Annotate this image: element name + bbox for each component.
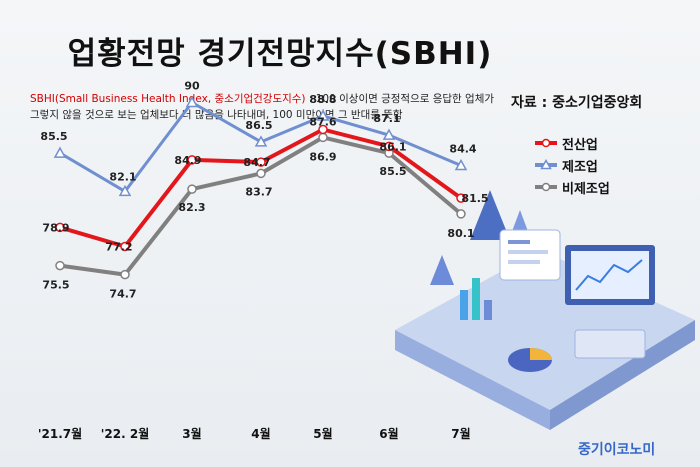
marker-all (256, 157, 266, 167)
value-label-non-manufacturing: 75.5 (42, 279, 69, 292)
value-label-all: 81.5 (461, 192, 488, 205)
value-label-all: 78.9 (42, 221, 69, 234)
value-label-manufacturing: 85.5 (40, 130, 67, 143)
legend-label-all: 전산업 (562, 137, 598, 153)
source-label: 자료 : 중소기업중앙회 (511, 95, 643, 111)
marker-non-manufacturing (187, 184, 197, 194)
value-label-manufacturing: 82.1 (109, 170, 136, 183)
x-axis-label: '21.7월 (38, 426, 82, 441)
value-label-manufacturing: 88.8 (309, 93, 336, 106)
marker-non-manufacturing (55, 260, 65, 271)
x-axis-label: 7월 (451, 426, 470, 441)
legend-swatch-non-manufacturing (535, 182, 557, 192)
marker-all (187, 155, 197, 165)
marker-non-manufacturing (456, 209, 466, 219)
x-axis-label: 4월 (251, 426, 270, 441)
marker-all (456, 193, 466, 203)
description-highlight: SBHI(Small Business Health Index, 중소기업건강… (30, 93, 306, 105)
value-label-non-manufacturing: 86.9 (309, 150, 336, 163)
x-axis-label: 5월 (313, 426, 332, 441)
legend-label-non-manufacturing: 비제조업 (562, 181, 610, 197)
series-markers (53, 95, 468, 280)
legend-item-non-manufacturing: 비제조업 (534, 176, 610, 198)
value-label-all: 84.7 (243, 156, 270, 169)
value-label-non-manufacturing: 74.7 (109, 288, 136, 301)
legend-swatch-all (535, 138, 557, 148)
marker-all (55, 222, 65, 233)
value-label-manufacturing: 84.4 (449, 143, 476, 156)
business-illustration (395, 190, 695, 430)
marker-manufacturing (454, 158, 468, 171)
legend-label-manufacturing: 제조업 (562, 159, 598, 175)
marker-all (318, 124, 328, 135)
marker-all (384, 141, 394, 152)
marker-manufacturing (53, 146, 67, 158)
value-labels: 85.5 82.1 90 86.5 88.8 87.1 84.4 78.9 77.2 84.9 84… (40, 80, 488, 301)
value-label-all: 84.9 (174, 154, 201, 167)
legend-swatch-manufacturing (535, 159, 557, 170)
marker-manufacturing (382, 128, 396, 140)
value-label-non-manufacturing: 83.7 (245, 185, 272, 198)
value-label-non-manufacturing: 82.3 (178, 201, 205, 214)
value-label-all: 87.6 (309, 116, 336, 129)
x-axis-labels: '21.7월 '22. 2월 3월 4월 5월 6월 7월 (38, 426, 471, 441)
value-label-manufacturing: 90 (184, 80, 200, 93)
value-label-non-manufacturing: 80.1 (447, 227, 474, 240)
marker-manufacturing (118, 184, 132, 197)
marker-manufacturing (316, 109, 330, 121)
x-axis-label: '22. 2월 (101, 426, 150, 441)
marker-non-manufacturing (120, 269, 130, 280)
value-label-all: 77.2 (105, 241, 132, 254)
legend: 전산업 제조업 비제조업 (534, 132, 610, 198)
marker-all (120, 241, 130, 252)
marker-manufacturing (254, 135, 268, 147)
value-label-non-manufacturing: 85.5 (379, 165, 406, 178)
x-axis-label: 3월 (182, 426, 201, 441)
value-label-manufacturing: 87.1 (373, 112, 400, 125)
marker-non-manufacturing (256, 168, 266, 179)
value-label-manufacturing: 86.5 (245, 119, 272, 132)
page-title: 업황전망 경기전망지수(SBHI) (67, 36, 493, 72)
value-label-all: 86.1 (379, 140, 406, 153)
marker-non-manufacturing (318, 132, 328, 143)
brand-logo: 중기이코노미 (578, 442, 656, 458)
legend-item-manufacturing: 제조업 (534, 154, 610, 176)
legend-item-all: 전산업 (534, 132, 610, 154)
x-axis-label: 6월 (379, 426, 398, 441)
marker-manufacturing (185, 95, 199, 108)
